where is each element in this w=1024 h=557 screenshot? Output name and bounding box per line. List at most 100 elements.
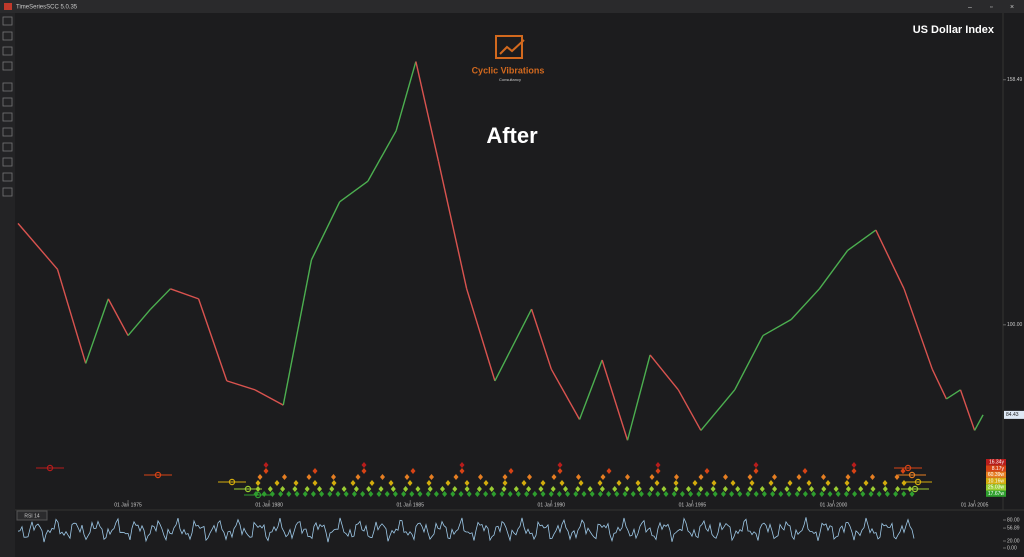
cycle-diamond — [704, 468, 710, 474]
cycle-diamond — [806, 480, 812, 486]
cycle-diamond — [649, 474, 655, 480]
cycle-diamond — [278, 491, 284, 497]
tool-button[interactable] — [2, 187, 13, 197]
price-segment — [127, 308, 152, 337]
y-tick-label: 158.49 — [1007, 77, 1023, 83]
cycle-diamond — [312, 480, 318, 486]
window-title: TimeSeriesSCC 5.0.35 — [16, 5, 78, 11]
cycle-diamond — [464, 486, 470, 492]
cycle-diamond — [786, 491, 792, 497]
cycle-diamond — [655, 491, 661, 497]
tool-button[interactable] — [2, 82, 13, 92]
tool-button[interactable] — [2, 16, 13, 26]
cycle-diamond — [452, 486, 458, 492]
cycle-diamond — [852, 491, 858, 497]
cycle-diamond — [679, 491, 685, 497]
cycle-marker — [154, 471, 162, 479]
price-segment — [959, 389, 976, 431]
oscillator-name: RSI 14 — [24, 513, 40, 519]
cycle-marker — [228, 478, 236, 486]
price-segment — [818, 250, 849, 290]
cycle-diamond — [453, 474, 459, 480]
cycle-diamond — [404, 474, 410, 480]
cycle-diamond — [565, 491, 571, 497]
cycle-diamond — [491, 491, 497, 497]
cycle-diamond — [655, 468, 661, 474]
tool-button[interactable] — [2, 61, 13, 71]
cycle-diamond — [870, 486, 876, 492]
tool-button[interactable] — [2, 46, 13, 56]
close-button[interactable]: × — [1010, 4, 1014, 11]
cycle-diamond — [578, 480, 584, 486]
cycle-diamond — [581, 491, 587, 497]
cycle-diamond — [833, 486, 839, 492]
cycle-diamond — [654, 480, 660, 486]
cycle-diamond — [355, 474, 361, 480]
price-segment — [85, 298, 109, 364]
tool-button[interactable] — [2, 142, 13, 152]
cycle-swatch — [986, 471, 1006, 478]
cycle-diamond — [388, 480, 394, 486]
tool-button[interactable] — [2, 127, 13, 137]
title-bar — [0, 0, 1024, 13]
price-segment — [107, 298, 129, 336]
cycle-diamond — [306, 474, 312, 480]
cycle-diamond — [635, 480, 641, 486]
last-value-tag — [1004, 410, 1024, 419]
tool-button[interactable] — [2, 112, 13, 122]
last-value-label: 84.43 — [1006, 412, 1019, 418]
cycle-diamond — [638, 491, 644, 497]
cycle-diamond — [802, 468, 808, 474]
cycle-diamond — [521, 480, 527, 486]
cycle-diamond — [343, 491, 349, 497]
cycle-diamond — [376, 491, 382, 497]
cycle-diamond — [286, 491, 292, 497]
tool-button[interactable] — [2, 172, 13, 182]
minimize-button[interactable]: – — [968, 4, 972, 11]
cycle-diamond — [735, 486, 741, 492]
tool-button[interactable] — [2, 97, 13, 107]
price-segment — [762, 318, 792, 337]
cycle-diamond — [390, 486, 396, 492]
cycle-diamond — [257, 474, 263, 480]
cycle-diamond — [378, 486, 384, 492]
oscillator-tag — [16, 510, 48, 521]
cycle-diamond — [597, 491, 603, 497]
cycle-diamond — [538, 486, 544, 492]
cycle-marker — [254, 491, 262, 499]
cycle-diamond — [440, 486, 445, 492]
tool-button[interactable] — [2, 31, 13, 41]
cycle-diamond — [858, 486, 864, 492]
cycle-diamond — [263, 468, 269, 474]
cycle-diamond — [310, 491, 316, 497]
cycle-diamond — [392, 491, 398, 497]
cycle-label: 8.17y — [992, 466, 1005, 472]
cycle-diamond — [466, 491, 472, 497]
cycle-diamond — [893, 491, 899, 497]
cycle-diamond — [863, 480, 869, 486]
cycle-diamond — [403, 486, 409, 492]
x-tick-label: 01 Jan 2000 — [820, 502, 848, 508]
logo-tagline: Consultancy — [499, 77, 521, 82]
cycle-diamond — [502, 480, 508, 486]
cycle-diamond — [802, 491, 808, 497]
price-segment — [790, 288, 820, 321]
cycle-diamond — [673, 480, 679, 486]
price-segment — [875, 229, 905, 290]
cycle-diamond — [292, 486, 298, 492]
cycle-diamond — [704, 491, 710, 497]
price-segment — [170, 288, 199, 300]
cycle-diamond — [772, 474, 777, 480]
oscillator-line — [17, 517, 915, 543]
cycle-diamond — [540, 480, 546, 486]
cycle-diamond — [614, 491, 620, 497]
cycle-diamond — [380, 474, 385, 480]
cycle-diamond — [827, 491, 833, 497]
tool-button[interactable] — [2, 157, 13, 167]
cycle-diamond — [483, 480, 489, 486]
cycle-diamond — [674, 474, 679, 480]
price-segment — [17, 222, 59, 270]
cycle-marker — [904, 464, 912, 472]
maximize-button[interactable]: ▫ — [990, 4, 992, 11]
cycle-marker — [914, 478, 922, 486]
